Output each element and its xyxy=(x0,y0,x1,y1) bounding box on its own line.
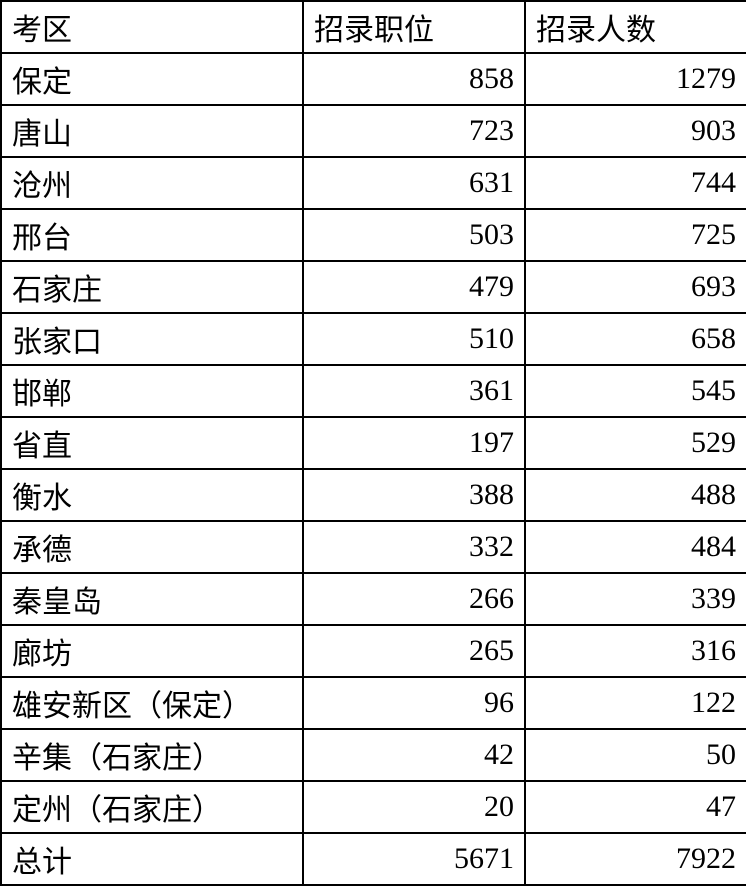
cell-region: 张家口 xyxy=(1,313,303,365)
cell-positions: 42 xyxy=(303,729,525,781)
cell-people: 545 xyxy=(525,365,746,417)
cell-people: 1279 xyxy=(525,53,746,105)
table-row: 保定 858 1279 xyxy=(1,53,746,105)
table-row: 沧州 631 744 xyxy=(1,157,746,209)
cell-people: 7922 xyxy=(525,833,746,885)
cell-positions: 510 xyxy=(303,313,525,365)
header-region: 考区 xyxy=(1,1,303,53)
cell-region: 雄安新区（保定） xyxy=(1,677,303,729)
cell-people: 47 xyxy=(525,781,746,833)
cell-positions: 20 xyxy=(303,781,525,833)
cell-positions: 197 xyxy=(303,417,525,469)
cell-region: 承德 xyxy=(1,521,303,573)
cell-region: 衡水 xyxy=(1,469,303,521)
cell-people: 50 xyxy=(525,729,746,781)
table-row: 辛集（石家庄） 42 50 xyxy=(1,729,746,781)
table-header-row: 考区 招录职位 招录人数 xyxy=(1,1,746,53)
cell-people: 725 xyxy=(525,209,746,261)
table-row: 石家庄 479 693 xyxy=(1,261,746,313)
cell-positions: 503 xyxy=(303,209,525,261)
table-row: 唐山 723 903 xyxy=(1,105,746,157)
cell-region: 辛集（石家庄） xyxy=(1,729,303,781)
cell-people: 316 xyxy=(525,625,746,677)
cell-positions: 723 xyxy=(303,105,525,157)
cell-positions: 858 xyxy=(303,53,525,105)
table-row: 秦皇岛 266 339 xyxy=(1,573,746,625)
table-row: 雄安新区（保定） 96 122 xyxy=(1,677,746,729)
table-body: 考区 招录职位 招录人数 保定 858 1279 唐山 723 903 沧州 6… xyxy=(1,1,746,885)
cell-region: 省直 xyxy=(1,417,303,469)
cell-positions: 631 xyxy=(303,157,525,209)
cell-region: 定州（石家庄） xyxy=(1,781,303,833)
table-row: 邯郸 361 545 xyxy=(1,365,746,417)
cell-people: 903 xyxy=(525,105,746,157)
table-row: 邢台 503 725 xyxy=(1,209,746,261)
cell-positions: 479 xyxy=(303,261,525,313)
cell-region: 石家庄 xyxy=(1,261,303,313)
cell-region: 总计 xyxy=(1,833,303,885)
table-row: 承德 332 484 xyxy=(1,521,746,573)
cell-region: 保定 xyxy=(1,53,303,105)
recruitment-table: 考区 招录职位 招录人数 保定 858 1279 唐山 723 903 沧州 6… xyxy=(0,0,746,886)
cell-positions: 265 xyxy=(303,625,525,677)
cell-people: 658 xyxy=(525,313,746,365)
cell-people: 122 xyxy=(525,677,746,729)
header-people: 招录人数 xyxy=(525,1,746,53)
table-row: 衡水 388 488 xyxy=(1,469,746,521)
cell-positions: 96 xyxy=(303,677,525,729)
cell-region: 唐山 xyxy=(1,105,303,157)
cell-positions: 388 xyxy=(303,469,525,521)
cell-region: 秦皇岛 xyxy=(1,573,303,625)
cell-positions: 332 xyxy=(303,521,525,573)
cell-people: 484 xyxy=(525,521,746,573)
table-row: 廊坊 265 316 xyxy=(1,625,746,677)
cell-region: 邯郸 xyxy=(1,365,303,417)
cell-positions: 266 xyxy=(303,573,525,625)
cell-region: 廊坊 xyxy=(1,625,303,677)
table-row: 定州（石家庄） 20 47 xyxy=(1,781,746,833)
table-row: 张家口 510 658 xyxy=(1,313,746,365)
cell-people: 488 xyxy=(525,469,746,521)
cell-people: 744 xyxy=(525,157,746,209)
cell-people: 529 xyxy=(525,417,746,469)
cell-people: 693 xyxy=(525,261,746,313)
cell-region: 沧州 xyxy=(1,157,303,209)
table-total-row: 总计 5671 7922 xyxy=(1,833,746,885)
header-positions: 招录职位 xyxy=(303,1,525,53)
cell-people: 339 xyxy=(525,573,746,625)
cell-positions: 5671 xyxy=(303,833,525,885)
table-row: 省直 197 529 xyxy=(1,417,746,469)
cell-positions: 361 xyxy=(303,365,525,417)
cell-region: 邢台 xyxy=(1,209,303,261)
